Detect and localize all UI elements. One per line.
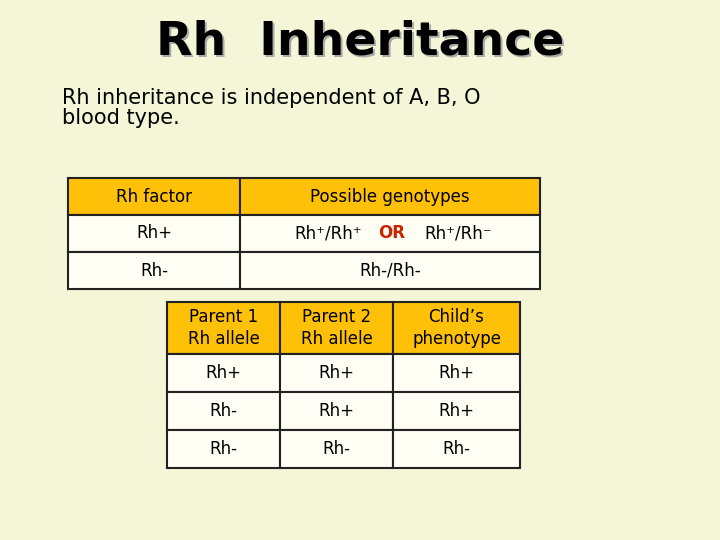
- Text: Rh factor: Rh factor: [116, 187, 192, 206]
- Bar: [167, 354, 280, 392]
- Text: OR: OR: [379, 225, 405, 242]
- Text: Rh+: Rh+: [438, 402, 474, 420]
- Text: Rh-: Rh-: [210, 440, 238, 458]
- Bar: [68, 215, 240, 252]
- Bar: [68, 252, 240, 289]
- Text: Rh⁺/Rh⁻: Rh⁺/Rh⁻: [424, 225, 492, 242]
- Text: Rh inheritance is independent of A, B, O: Rh inheritance is independent of A, B, O: [62, 88, 480, 108]
- Text: Rh  Inheritance: Rh Inheritance: [156, 19, 564, 64]
- Text: Rh+: Rh+: [205, 364, 241, 382]
- Text: Parent 2
Rh allele: Parent 2 Rh allele: [300, 308, 372, 348]
- Bar: [280, 354, 393, 392]
- Bar: [68, 178, 240, 215]
- Text: Rh+: Rh+: [438, 364, 474, 382]
- Bar: [240, 252, 540, 289]
- Bar: [280, 430, 393, 468]
- Bar: [393, 302, 520, 354]
- Text: Possible genotypes: Possible genotypes: [310, 187, 470, 206]
- Bar: [393, 392, 520, 430]
- Text: Rh+: Rh+: [136, 225, 172, 242]
- Text: Rh-: Rh-: [443, 440, 470, 458]
- Bar: [167, 302, 280, 354]
- Text: Parent 1
Rh allele: Parent 1 Rh allele: [188, 308, 259, 348]
- Bar: [393, 430, 520, 468]
- Text: Rh+: Rh+: [318, 364, 354, 382]
- Text: Rh+: Rh+: [318, 402, 354, 420]
- Bar: [393, 354, 520, 392]
- Bar: [240, 215, 540, 252]
- Text: Rh  Inheritance: Rh Inheritance: [158, 22, 566, 66]
- Text: Rh-/Rh-: Rh-/Rh-: [359, 261, 420, 280]
- Bar: [167, 430, 280, 468]
- Text: Child’s
phenotype: Child’s phenotype: [412, 308, 501, 348]
- Text: Rh-: Rh-: [210, 402, 238, 420]
- Text: Rh-: Rh-: [140, 261, 168, 280]
- Text: Rh-: Rh-: [323, 440, 351, 458]
- Bar: [280, 302, 393, 354]
- Text: Rh⁺/Rh⁺: Rh⁺/Rh⁺: [294, 225, 362, 242]
- Text: blood type.: blood type.: [62, 108, 180, 128]
- Bar: [240, 178, 540, 215]
- Bar: [167, 392, 280, 430]
- Bar: [280, 392, 393, 430]
